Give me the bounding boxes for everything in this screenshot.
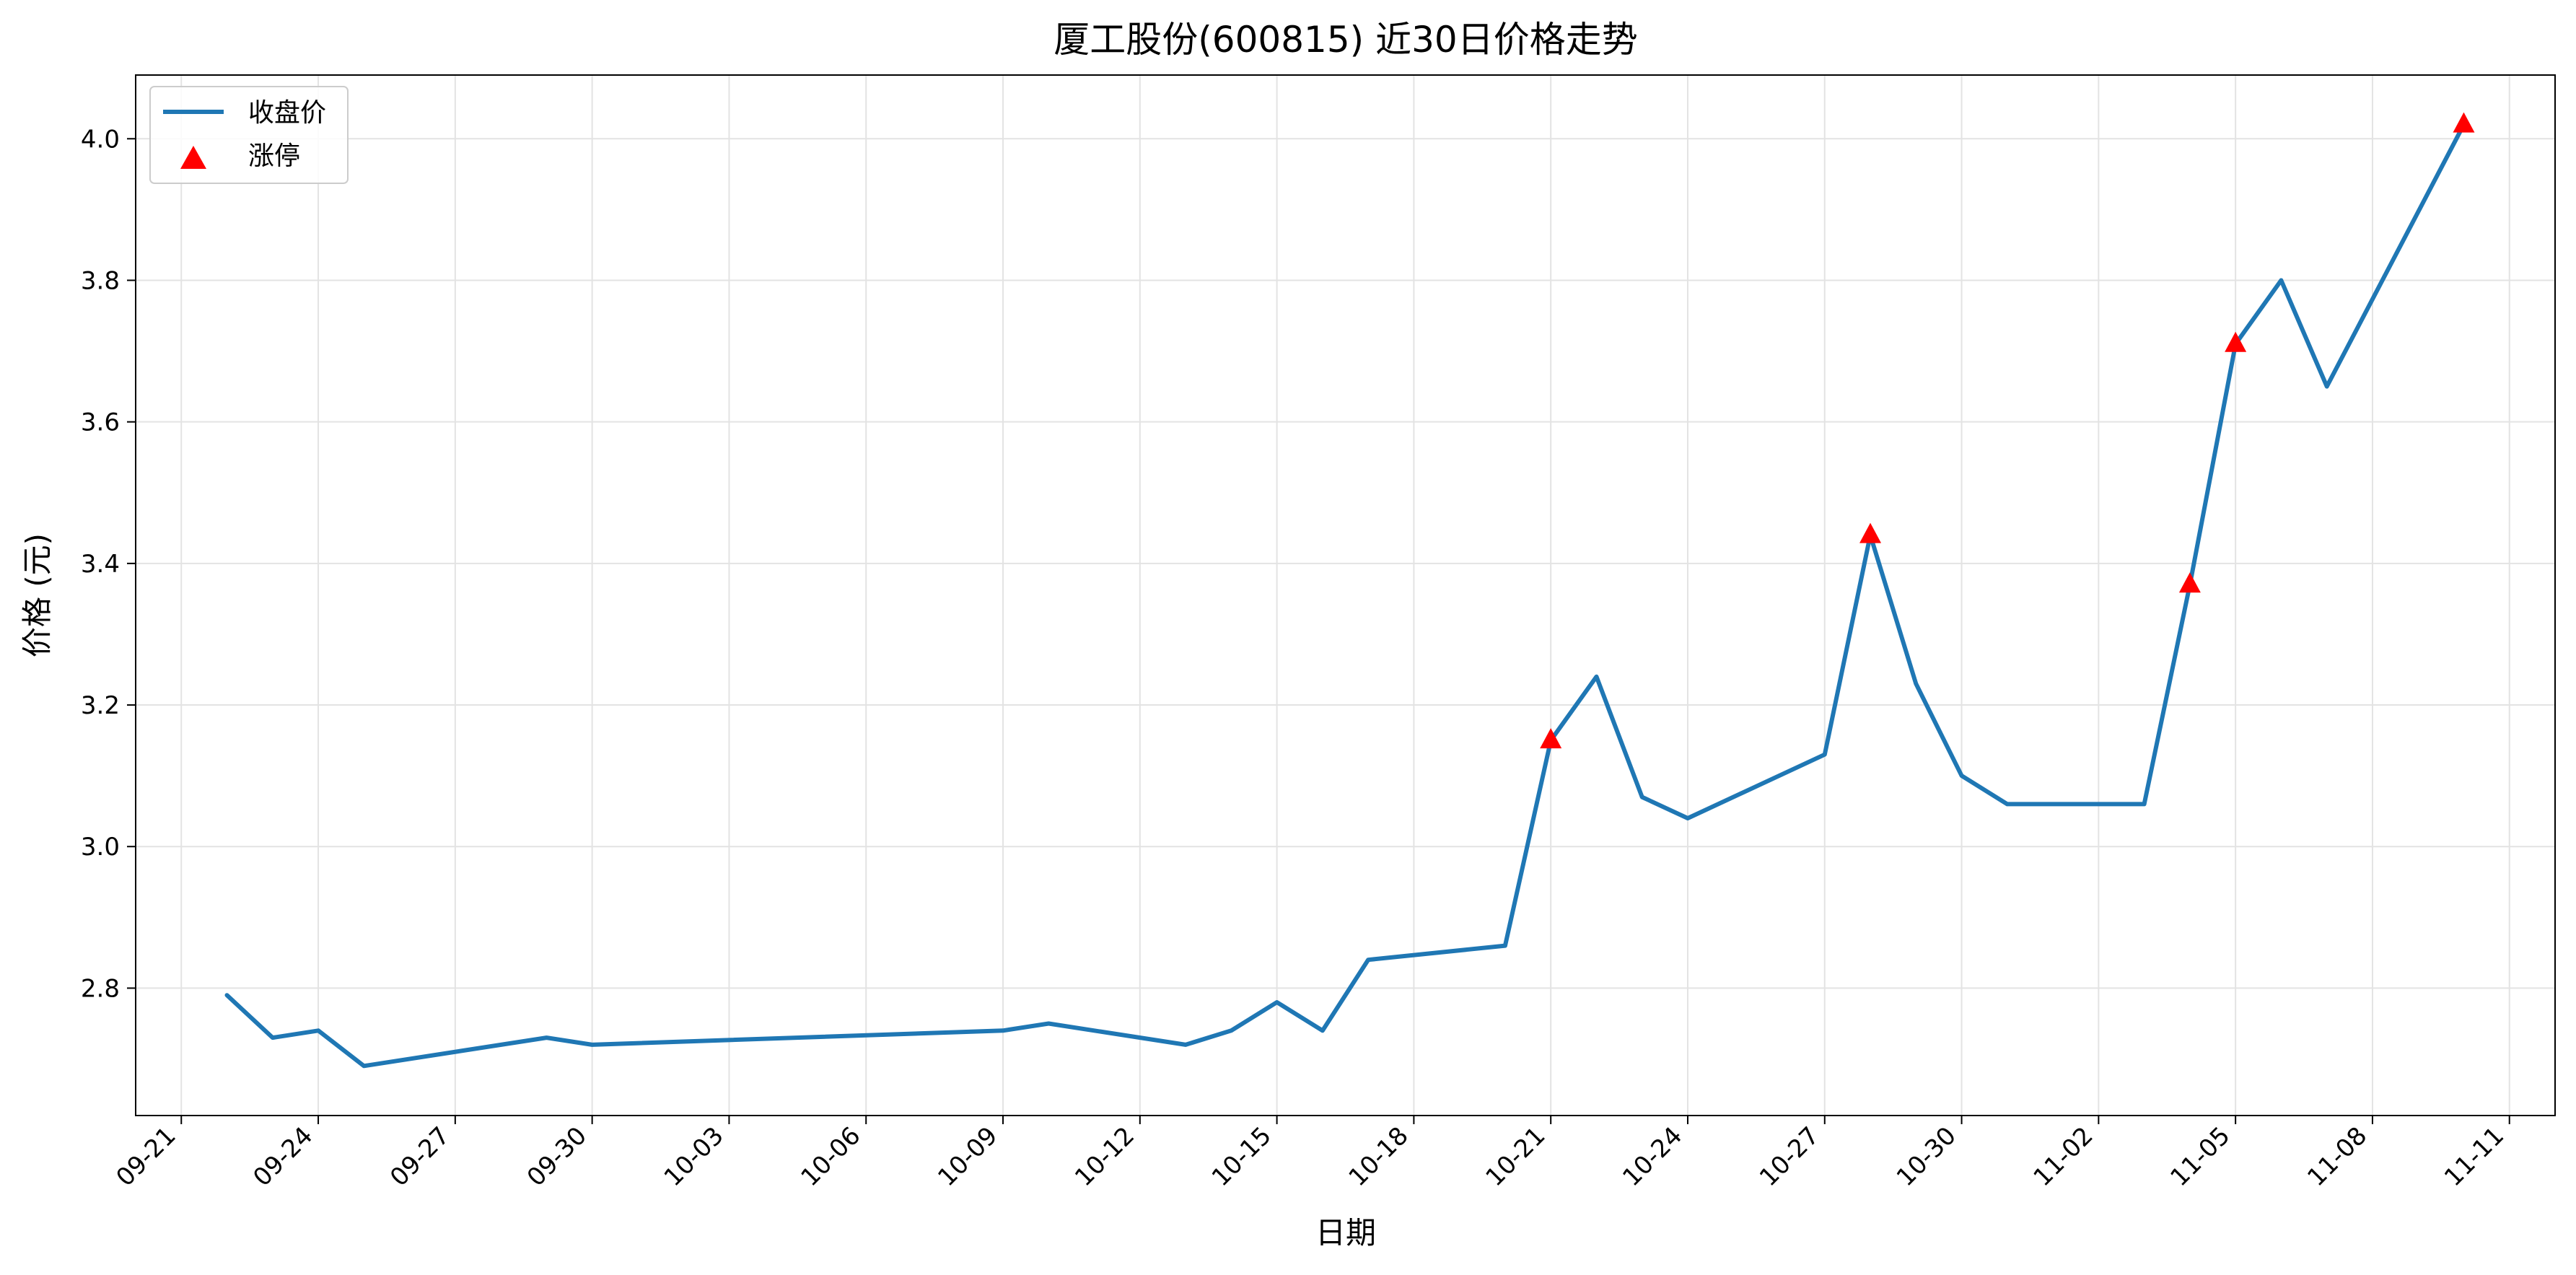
y-tick-label: 3.4 xyxy=(81,550,120,579)
legend-label-close: 收盘价 xyxy=(248,98,326,128)
limit-up-marker xyxy=(2225,331,2247,352)
limit-up-marker xyxy=(1859,522,1882,543)
y-tick-label: 3.6 xyxy=(81,408,120,437)
y-tick-label: 4.0 xyxy=(81,125,120,154)
chart-title: 厦工股份(600815) 近30日价格走势 xyxy=(1053,19,1637,61)
y-tick-label: 3.8 xyxy=(81,266,120,295)
series-layer xyxy=(224,112,2475,1069)
plot-frame xyxy=(135,74,2556,1116)
legend-marker-swatch xyxy=(180,146,206,169)
y-tick-label: 2.8 xyxy=(81,974,120,1003)
y-axis-title: 价格 (元) xyxy=(19,533,55,657)
legend-label-limit-up: 涨停 xyxy=(248,141,300,171)
grid-layer xyxy=(136,75,2555,1116)
y-tick-label: 3.0 xyxy=(81,833,120,862)
y-tick-label: 3.2 xyxy=(81,691,120,720)
legend: 收盘价 涨停 xyxy=(149,86,349,184)
limit-up-marker xyxy=(2178,572,2201,593)
limit-up-marker xyxy=(1540,728,1562,749)
limit-up-marker xyxy=(2453,112,2475,133)
x-axis-title: 日期 xyxy=(1315,1215,1376,1250)
